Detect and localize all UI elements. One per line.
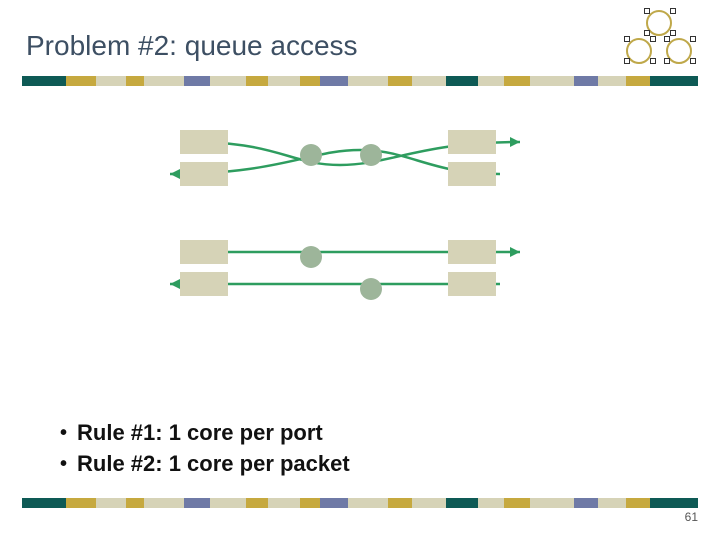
bullet-item: •Rule #2: 1 core per packet [60,449,350,480]
queue-box [448,130,496,154]
accent-stripe-top [22,76,698,86]
slide-title: Problem #2: queue access [26,30,358,62]
slide: Problem #2: queue access •Rule #1: 1 cor… [0,0,720,540]
bullet-list: •Rule #1: 1 core per port•Rule #2: 1 cor… [60,418,350,480]
queue-box [180,272,228,296]
queue-box [448,240,496,264]
core-dot [360,144,382,166]
queue-diagram [130,130,590,390]
diagram-arrows [130,130,590,330]
queue-box [448,272,496,296]
queue-box [448,162,496,186]
queue-box [180,240,228,264]
page-number: 61 [685,510,698,524]
core-dot [300,246,322,268]
bullet-item: •Rule #1: 1 core per port [60,418,350,449]
queue-box [180,130,228,154]
accent-stripe-bottom [22,498,698,508]
topology-icon [616,8,702,68]
core-dot [360,278,382,300]
core-dot [300,144,322,166]
queue-box [180,162,228,186]
